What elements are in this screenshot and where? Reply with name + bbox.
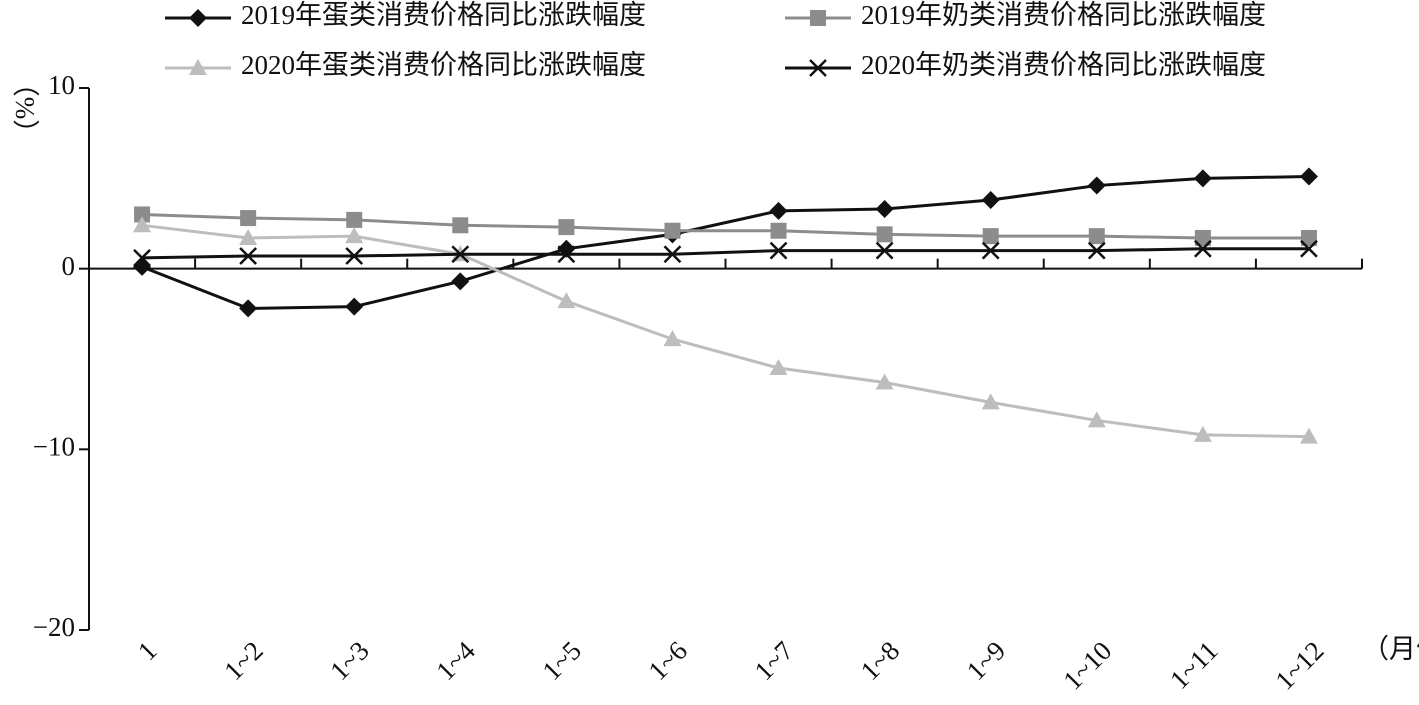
legend-marker bbox=[189, 9, 207, 27]
marker bbox=[1300, 229, 1317, 246]
legend-label: 2020年蛋类消费价格同比涨跌幅度 bbox=[241, 50, 646, 80]
marker bbox=[134, 206, 151, 223]
marker bbox=[1087, 176, 1106, 195]
x-tick-label: 1~5 bbox=[536, 635, 587, 686]
marker bbox=[240, 210, 257, 227]
marker bbox=[981, 393, 1000, 410]
marker bbox=[239, 299, 258, 318]
x-tick-label: 1~7 bbox=[749, 635, 800, 686]
y-tick-label: −10 bbox=[33, 432, 75, 462]
marker bbox=[1193, 169, 1212, 188]
marker bbox=[875, 200, 894, 219]
marker bbox=[451, 272, 470, 291]
marker bbox=[1299, 167, 1318, 186]
x-tick-label: 1~11 bbox=[1164, 635, 1223, 694]
marker bbox=[981, 241, 1000, 260]
x-tick-label: 1~4 bbox=[430, 635, 481, 686]
marker bbox=[452, 217, 469, 234]
marker bbox=[1193, 239, 1212, 258]
y-tick-label: 10 bbox=[48, 70, 75, 100]
series-line bbox=[142, 247, 1309, 260]
marker bbox=[1194, 229, 1211, 246]
marker bbox=[133, 248, 151, 267]
marker bbox=[558, 219, 575, 236]
x-tick-label: 1~6 bbox=[642, 635, 693, 686]
legend-label: 2020年奶类消费价格同比涨跌幅度 bbox=[861, 50, 1266, 80]
x-tick-label: 1~9 bbox=[961, 635, 1012, 686]
x-tick-label: 1~10 bbox=[1057, 635, 1117, 695]
marker bbox=[1300, 239, 1318, 258]
marker bbox=[557, 245, 576, 264]
marker bbox=[1087, 241, 1106, 260]
marker bbox=[346, 211, 363, 228]
legend-marker bbox=[189, 59, 207, 75]
marker bbox=[345, 247, 364, 265]
x-tick-label: 1~2 bbox=[218, 635, 269, 686]
marker bbox=[1087, 411, 1106, 428]
marker bbox=[663, 330, 682, 347]
marker bbox=[875, 241, 894, 260]
y-tick-label: −20 bbox=[33, 612, 75, 642]
marker bbox=[770, 222, 787, 239]
marker bbox=[451, 245, 470, 264]
marker bbox=[875, 373, 894, 390]
marker bbox=[664, 222, 681, 239]
marker bbox=[769, 241, 788, 260]
marker bbox=[133, 257, 152, 276]
x-tick-label: 1~8 bbox=[855, 635, 906, 686]
marker bbox=[239, 228, 258, 245]
y-tick-label: 0 bbox=[62, 251, 76, 281]
legend-label: 2019年蛋类消费价格同比涨跌幅度 bbox=[241, 0, 646, 30]
legend-label: 2019年奶类消费价格同比涨跌幅度 bbox=[861, 0, 1266, 30]
series-line bbox=[141, 223, 1309, 439]
x-tick-label: 1~12 bbox=[1269, 635, 1329, 695]
marker bbox=[1299, 427, 1318, 444]
marker bbox=[133, 216, 152, 233]
legend-marker bbox=[809, 59, 827, 77]
marker bbox=[982, 228, 999, 245]
marker bbox=[1088, 228, 1105, 245]
marker bbox=[981, 191, 1000, 210]
marker bbox=[1193, 425, 1212, 442]
marker bbox=[345, 297, 364, 316]
marker bbox=[876, 226, 893, 243]
marker bbox=[345, 227, 364, 244]
y-axis-label: （%） bbox=[10, 70, 40, 147]
marker bbox=[769, 359, 788, 376]
marker bbox=[239, 247, 258, 265]
x-axis-unit: （月份） bbox=[1362, 634, 1419, 664]
marker bbox=[663, 245, 682, 264]
series-line bbox=[141, 212, 1309, 240]
series-line bbox=[141, 175, 1309, 310]
legend-marker bbox=[810, 10, 826, 26]
marker bbox=[557, 292, 576, 309]
x-tick-label: 1 bbox=[132, 635, 163, 666]
x-tick-label: 1~3 bbox=[324, 635, 375, 686]
marker bbox=[769, 201, 788, 220]
